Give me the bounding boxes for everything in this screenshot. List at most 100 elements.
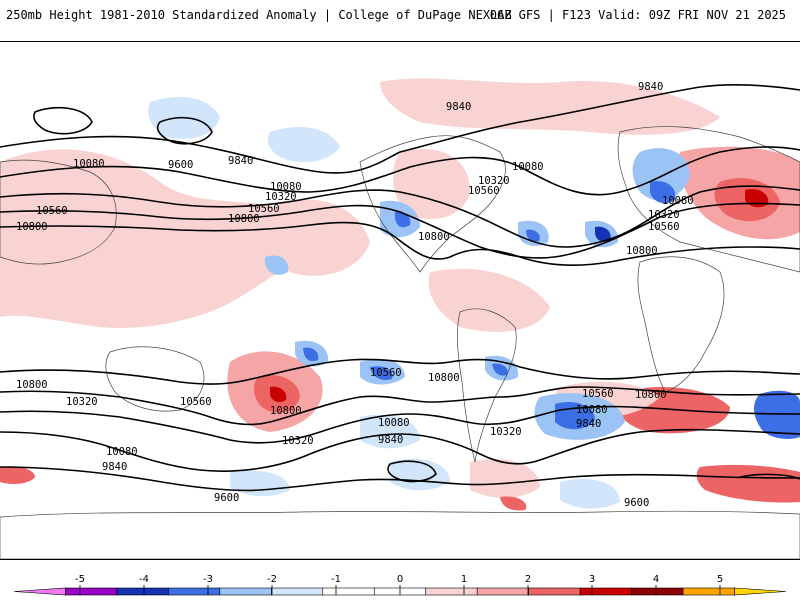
negative-anomaly [754, 390, 800, 439]
colorbar-tick-label: -4 [139, 574, 149, 585]
colorbar-segment [322, 587, 375, 596]
run-info: 06Z GFS | F123 Valid: 09Z FRI NOV 21 202… [489, 8, 786, 22]
positive-anomaly [0, 466, 35, 485]
map-panel[interactable]: 9840 9840 10080 10320 10560 10080 10320 … [0, 41, 800, 560]
colorbar-tick-label: -5 [75, 574, 85, 585]
contour-line [0, 185, 800, 248]
contour-label: 10320 [648, 209, 680, 221]
contour-label: 10560 [468, 185, 500, 197]
contour-label: 10560 [36, 205, 68, 217]
contour-label: 10320 [282, 435, 314, 447]
contour-line [0, 405, 800, 444]
contour-label: 10080 [73, 158, 105, 170]
coastline-africa [637, 256, 725, 393]
negative-anomaly [595, 226, 611, 242]
colorbar-segments [13, 587, 787, 596]
colorbar-segment [476, 587, 529, 596]
contour-label: 9840 [102, 461, 127, 473]
negative-anomaly [360, 414, 420, 449]
contour-line [0, 202, 800, 259]
contour-label: 10800 [626, 245, 658, 257]
coastline-antarctica [0, 510, 800, 559]
contour-label: 9840 [378, 434, 403, 446]
contour-label: 10800 [418, 231, 450, 243]
contour-label: 10800 [428, 372, 460, 384]
contour-label: 10080 [512, 161, 544, 173]
negative-anomaly [632, 148, 690, 201]
contour-label: 10080 [662, 195, 694, 207]
positive-anomaly [0, 149, 310, 328]
colorbar-segment [168, 587, 221, 596]
contour-label: 10560 [648, 221, 680, 233]
negative-anomaly [650, 181, 676, 204]
contour-line [0, 358, 800, 385]
colorbar-segment [425, 587, 478, 596]
contour-label: 9600 [214, 492, 239, 504]
positive-anomaly [271, 199, 370, 276]
contour-label: 10800 [635, 389, 667, 401]
negative-anomaly [492, 363, 508, 376]
map-title: 250mb Height 1981-2010 Standardized Anom… [6, 8, 512, 22]
colorbar-tick-label: 5 [717, 574, 723, 585]
anomaly-shading [0, 78, 800, 511]
contour-label: 10560 [248, 203, 280, 215]
height-contours [0, 84, 800, 492]
negative-anomaly [370, 366, 393, 380]
colorbar-tick-label: 2 [525, 574, 531, 585]
colorbar-segment [579, 587, 632, 596]
contour-label: 10800 [228, 213, 260, 225]
colorbar-tick-label: -2 [267, 574, 277, 585]
negative-anomaly [390, 458, 450, 491]
anomaly-map: 9840 9840 10080 10320 10560 10080 10320 … [0, 78, 800, 559]
colorbar-segment [682, 587, 735, 596]
negative-anomaly [303, 347, 319, 362]
contour-label: 10800 [270, 405, 302, 417]
colorbar-segment [271, 587, 324, 596]
contour-label: 9840 [228, 155, 253, 167]
contour-label: 10560 [180, 396, 212, 408]
colorbar-tick-label: 3 [589, 574, 595, 585]
coastline-australia [105, 346, 205, 412]
contour-label: 10080 [576, 404, 608, 416]
colorbar-tick-label: 4 [653, 574, 659, 585]
positive-anomaly [270, 386, 287, 403]
colorbar-segment [219, 587, 272, 596]
positive-anomaly [696, 464, 800, 503]
positive-anomaly [380, 78, 720, 135]
contour-line [0, 466, 800, 492]
positive-anomaly [428, 268, 550, 332]
positive-anomaly [500, 496, 527, 511]
colorbar-segment [631, 587, 684, 596]
positive-anomaly [470, 458, 540, 498]
colorbar-segment [13, 587, 66, 596]
negative-anomaly [560, 478, 620, 509]
contour-line [0, 221, 800, 267]
colorbar-tick-label: -1 [331, 574, 341, 585]
contour-label: 10080 [106, 446, 138, 458]
contour-label: 9600 [168, 159, 193, 171]
colorbar-segment [734, 587, 787, 596]
contour-label: 10320 [265, 191, 297, 203]
contour-label: 10080 [378, 417, 410, 429]
contour-label: 9840 [576, 418, 601, 430]
colorbar-ticks: -5 -4 -3 -2 -1 0 1 2 3 4 5 [75, 574, 723, 595]
colorbar-tick-label: -3 [203, 574, 213, 585]
coastline-eurasia [617, 126, 800, 273]
colorbar: -5 -4 -3 -2 -1 0 1 2 3 4 5 [0, 566, 800, 600]
contour-line [0, 386, 800, 426]
contour-label: 10560 [582, 388, 614, 400]
contour-line [0, 146, 800, 196]
contour-label: 10080 [270, 181, 302, 193]
contour-line [739, 473, 800, 480]
colorbar-segment [65, 587, 118, 596]
contour-labels: 9840 9840 10080 10320 10560 10080 10320 … [16, 81, 694, 509]
colorbar-tick-label: 0 [397, 574, 403, 585]
coastline-south-america [457, 308, 517, 463]
contour-label: 10320 [490, 426, 522, 438]
contour-label: 10800 [16, 379, 48, 391]
negative-anomaly [526, 229, 540, 242]
colorbar-segment [528, 587, 581, 596]
colorbar-segment [116, 587, 169, 596]
contour-label: 9600 [624, 497, 649, 509]
coastlines [0, 126, 800, 559]
